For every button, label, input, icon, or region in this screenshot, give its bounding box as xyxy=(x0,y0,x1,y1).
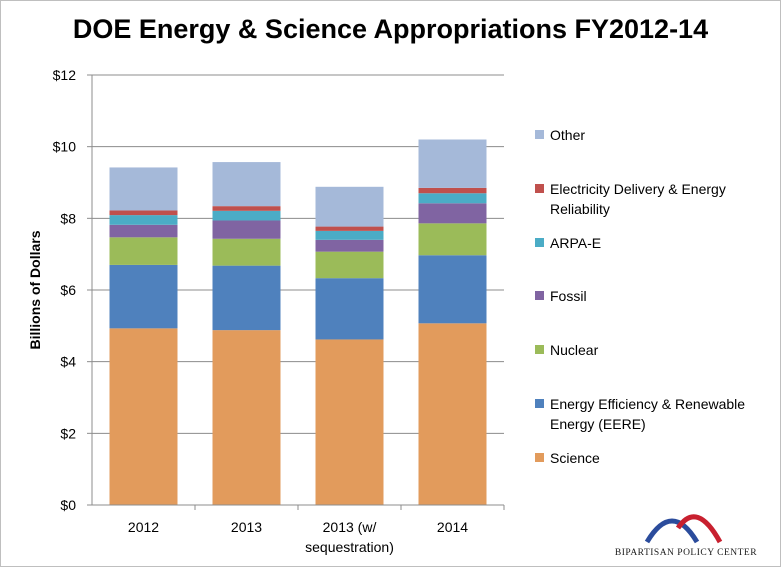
y-tick-label: $8 xyxy=(60,210,76,226)
bar-segment xyxy=(212,210,281,221)
bar-segment xyxy=(418,139,487,188)
bar-segment xyxy=(315,251,384,279)
legend-label: Energy (EERE) xyxy=(550,416,646,432)
legend-swatch xyxy=(535,291,544,300)
bars xyxy=(109,139,487,505)
bar-segment xyxy=(212,220,281,239)
bar-segment xyxy=(212,206,281,211)
bar-segment xyxy=(418,323,487,505)
y-tick-label: $4 xyxy=(60,354,76,370)
chart-title: DOE Energy & Science Appropriations FY20… xyxy=(72,14,709,44)
bar-segment xyxy=(315,339,384,505)
y-tick-label: $0 xyxy=(60,497,76,513)
bar-segment xyxy=(418,187,487,194)
bar-segment xyxy=(315,239,384,252)
bar-segment xyxy=(315,186,384,227)
legend-swatch xyxy=(535,399,544,408)
y-tick-label: $10 xyxy=(53,139,77,155)
bar-segment xyxy=(418,203,487,224)
bar-segment xyxy=(212,330,281,505)
legend-label: Fossil xyxy=(550,288,587,304)
bar-segment xyxy=(315,278,384,340)
x-tick-label: 2014 xyxy=(437,519,468,535)
logo-text: BIPARTISAN POLICY CENTER xyxy=(615,548,757,558)
y-tick-label: $12 xyxy=(53,67,77,83)
legend-swatch xyxy=(535,130,544,139)
bar-segment xyxy=(109,167,178,211)
bar-segment xyxy=(109,237,178,265)
bar-segment xyxy=(418,193,487,204)
logo-arch-red-icon xyxy=(675,514,723,544)
legend-label: Nuclear xyxy=(550,342,599,358)
x-tick-label: 2013 xyxy=(231,519,262,535)
y-tick-label: $2 xyxy=(60,425,76,441)
legend: Other Electricity Delivery & Energy Reliab… xyxy=(535,127,745,466)
bar-segment xyxy=(315,230,384,240)
bar-segment xyxy=(109,210,178,216)
legend-label: Science xyxy=(550,450,600,466)
y-tick-label: $6 xyxy=(60,282,76,298)
legend-swatch xyxy=(535,238,544,247)
legend-label: Energy Efficiency & Renewable xyxy=(550,396,745,412)
legend-label: Other xyxy=(550,127,585,143)
bar-segment xyxy=(212,162,281,207)
x-tick-label: 2012 xyxy=(128,519,159,535)
axes: $0 $2 $4 $6 $8 $10 $12 2012 2013 2013 (w/sequestr… xyxy=(53,67,505,555)
bar-segment xyxy=(212,238,281,266)
y-axis-label: Billions of Dollars xyxy=(27,230,43,349)
legend-swatch xyxy=(535,345,544,354)
legend-swatch xyxy=(535,453,544,462)
x-tick-label: sequestration) xyxy=(305,539,394,555)
logo-arch-blue-icon xyxy=(644,518,700,544)
bar-segment xyxy=(418,255,487,324)
legend-label: Electricity Delivery & Energy xyxy=(550,181,726,197)
legend-swatch xyxy=(535,184,544,193)
bar-segment xyxy=(418,223,487,256)
x-tick-label: 2013 (w/ xyxy=(323,519,377,535)
bar-segment xyxy=(109,264,178,329)
bar-segment xyxy=(212,265,281,331)
bar-segment xyxy=(109,224,178,238)
legend-label: ARPA-E xyxy=(550,235,601,251)
bar-segment xyxy=(315,226,384,231)
bar-segment xyxy=(109,215,178,225)
bipartisan-policy-center-logo: BIPARTISAN POLICY CENTER xyxy=(600,498,780,558)
bar-segment xyxy=(109,328,178,505)
legend-label: Reliability xyxy=(550,201,610,217)
